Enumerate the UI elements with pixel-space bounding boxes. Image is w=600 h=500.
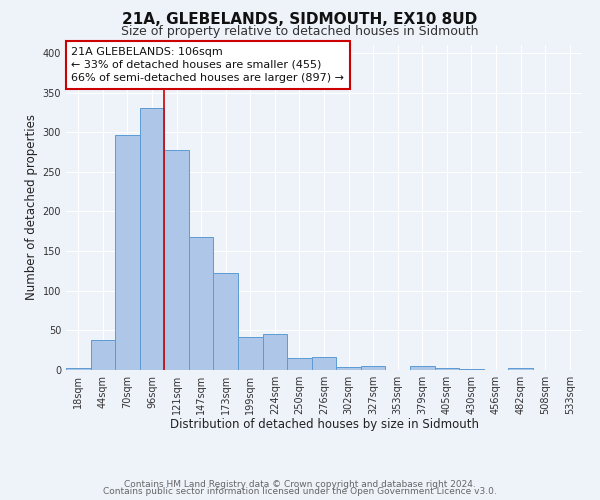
Bar xyxy=(140,108,164,370)
Text: Size of property relative to detached houses in Sidmouth: Size of property relative to detached ho… xyxy=(121,25,479,38)
Bar xyxy=(214,274,238,370)
Bar xyxy=(336,367,361,370)
Text: 21A, GLEBELANDS, SIDMOUTH, EX10 8UD: 21A, GLEBELANDS, SIDMOUTH, EX10 8UD xyxy=(122,12,478,28)
Bar xyxy=(164,150,189,370)
Bar xyxy=(115,134,140,370)
Bar xyxy=(238,336,263,370)
Text: Contains public sector information licensed under the Open Government Licence v3: Contains public sector information licen… xyxy=(103,487,497,496)
Bar xyxy=(361,366,385,370)
Text: Contains HM Land Registry data © Crown copyright and database right 2024.: Contains HM Land Registry data © Crown c… xyxy=(124,480,476,489)
Bar xyxy=(312,356,336,370)
Bar xyxy=(263,334,287,370)
Bar xyxy=(508,368,533,370)
X-axis label: Distribution of detached houses by size in Sidmouth: Distribution of detached houses by size … xyxy=(170,418,479,432)
Bar xyxy=(189,237,214,370)
Bar xyxy=(91,340,115,370)
Text: 21A GLEBELANDS: 106sqm
← 33% of detached houses are smaller (455)
66% of semi-de: 21A GLEBELANDS: 106sqm ← 33% of detached… xyxy=(71,46,344,83)
Bar xyxy=(434,368,459,370)
Y-axis label: Number of detached properties: Number of detached properties xyxy=(25,114,38,300)
Bar xyxy=(287,358,312,370)
Bar xyxy=(66,368,91,370)
Bar xyxy=(410,366,434,370)
Bar xyxy=(459,369,484,370)
